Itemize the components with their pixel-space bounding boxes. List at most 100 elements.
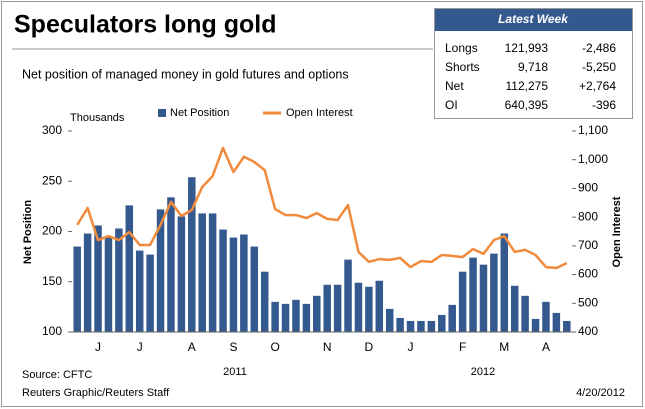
x-tick-label: J	[95, 340, 101, 354]
bar	[167, 197, 175, 332]
y-unit: Thousands	[70, 112, 125, 124]
bar	[385, 308, 394, 332]
bar	[406, 320, 415, 332]
x-tick-label: J	[408, 340, 414, 354]
bar	[490, 253, 498, 332]
bar	[542, 301, 550, 332]
table-value: 640,395	[505, 98, 549, 112]
y-tick-label: 250	[42, 173, 62, 187]
x-tick-label: J	[137, 340, 143, 354]
bar	[500, 233, 509, 332]
y2-tick-label: 700	[578, 238, 598, 252]
bar	[333, 284, 342, 332]
bar	[271, 301, 279, 332]
bar	[521, 295, 529, 332]
y2-axis-title: Open Interest	[611, 196, 623, 267]
bar	[313, 295, 321, 332]
bar	[396, 317, 404, 332]
y2-tick-label: 500	[578, 295, 598, 309]
table-value: 9,718	[518, 60, 548, 74]
x-tick-label: A	[188, 340, 196, 354]
year-label: 2012	[471, 366, 495, 378]
bar	[563, 320, 571, 332]
year-label: 2011	[223, 366, 247, 378]
y2-tick-label: 600	[578, 267, 598, 281]
bar	[438, 314, 446, 332]
bar	[292, 299, 300, 332]
source: Source: CFTC	[22, 369, 92, 381]
bar	[375, 280, 384, 332]
table-label: Longs	[445, 41, 478, 55]
x-tick-label: M	[499, 340, 509, 354]
bar	[365, 286, 373, 332]
chart-title: Speculators long gold	[14, 11, 277, 39]
bar	[188, 177, 196, 332]
bar	[260, 271, 269, 332]
y-tick-label: 200	[42, 224, 62, 238]
y2-tick-label: 1,000	[578, 152, 608, 166]
y-tick-label: 300	[42, 123, 62, 137]
x-tick-label: S	[229, 340, 237, 354]
bar	[125, 205, 134, 332]
table-label: OI	[445, 98, 458, 112]
y-axis-title: Net Position	[22, 200, 34, 264]
y2-tick-label: 900	[578, 181, 598, 195]
y2-tick-label: 1,100	[578, 123, 608, 137]
table-change: -2,486	[582, 41, 616, 55]
bar	[281, 303, 290, 332]
bar	[198, 213, 206, 332]
legend-label: Open Interest	[286, 107, 353, 119]
table-value: 121,993	[505, 41, 549, 55]
y2-tick-label: 400	[578, 324, 598, 338]
bar	[73, 246, 81, 332]
chart-subtitle: Net position of managed money in gold fu…	[22, 67, 349, 81]
bar	[531, 318, 540, 332]
bar	[479, 264, 488, 332]
bar	[229, 237, 238, 332]
table-change: -5,250	[582, 60, 616, 74]
bar	[240, 234, 248, 332]
y2-tick-label: 800	[578, 209, 598, 223]
bar	[458, 271, 467, 332]
bar	[323, 284, 331, 332]
x-tick-label: O	[270, 340, 279, 354]
x-tick-label: N	[323, 340, 332, 354]
legend-swatch	[158, 109, 166, 117]
latest-week-header	[435, 9, 632, 31]
bar	[417, 320, 425, 332]
date: 4/20/2012	[576, 387, 625, 399]
credit: Reuters Graphic/Reuters Staff	[22, 387, 170, 399]
bar	[135, 250, 144, 332]
line	[76, 146, 568, 270]
bar	[354, 282, 363, 332]
legend-label: Net Position	[170, 107, 229, 119]
latest-week-title: Latest Week	[498, 12, 569, 26]
bar	[427, 320, 436, 332]
bar	[208, 213, 217, 332]
y-tick-label: 150	[42, 274, 62, 288]
bar	[448, 304, 456, 332]
table-label: Shorts	[445, 60, 480, 74]
y-tick-label: 100	[42, 324, 62, 338]
table-change: -396	[592, 98, 616, 112]
bar	[510, 285, 519, 332]
bar	[344, 259, 352, 332]
bar	[115, 228, 123, 332]
bar	[250, 246, 259, 332]
bar	[156, 209, 165, 332]
x-tick-label: A	[542, 340, 550, 354]
bar	[94, 225, 102, 332]
bar	[219, 229, 227, 332]
bar	[104, 236, 113, 332]
table-value: 112,275	[506, 79, 549, 93]
x-tick-label: D	[365, 340, 374, 354]
bar	[146, 254, 154, 332]
bar	[469, 257, 477, 332]
table-label: Net	[445, 79, 464, 93]
bar	[83, 233, 92, 332]
bar	[552, 312, 561, 332]
x-tick-label: F	[459, 340, 466, 354]
bar	[302, 303, 311, 332]
bar	[177, 216, 186, 332]
